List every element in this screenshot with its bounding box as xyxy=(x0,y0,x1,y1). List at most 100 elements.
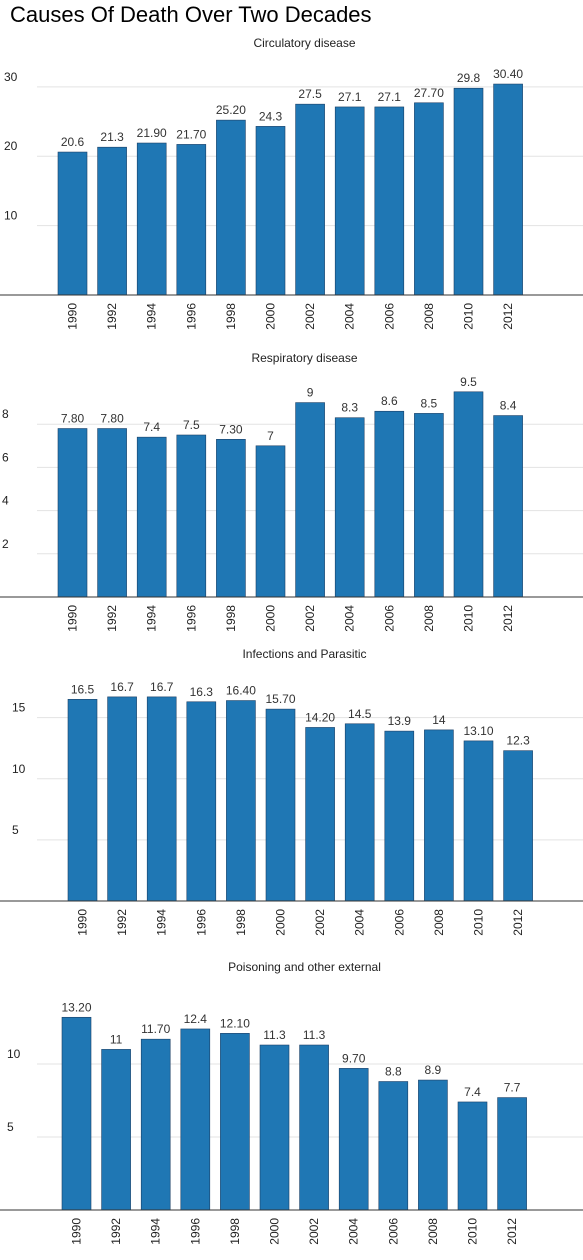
bar-poisoning-and-other-external-2010 xyxy=(457,1101,488,1211)
x-tick-label: 1994 xyxy=(145,605,159,632)
bar-infections-and-parasitic-2004 xyxy=(344,723,375,902)
bar-respiratory-disease-1994 xyxy=(136,436,167,598)
data-label: 30.40 xyxy=(493,67,523,81)
x-tick-label: 1990 xyxy=(66,605,80,632)
chart-respiratory-disease: Respiratory disease 2 4 6 8 7.80 1990 7.80 1992 7… xyxy=(0,351,583,632)
data-label: 7.5 xyxy=(183,418,200,432)
data-label: 27.1 xyxy=(378,90,402,104)
bar-poisoning-and-other-external-2004 xyxy=(338,1068,369,1211)
bar-circulatory-disease-2004 xyxy=(334,106,365,296)
x-tick-label: 1992 xyxy=(109,1218,123,1245)
data-label: 8.4 xyxy=(500,399,517,413)
bar-infections-and-parasitic-2010 xyxy=(463,740,494,902)
data-label: 24.3 xyxy=(259,109,283,123)
x-tick-label: 2000 xyxy=(264,303,278,330)
bar-poisoning-and-other-external-2012 xyxy=(497,1097,527,1211)
bar-circulatory-disease-1992 xyxy=(97,146,127,296)
bar-circulatory-disease-2008 xyxy=(414,102,444,296)
x-tick-label: 1990 xyxy=(70,1218,84,1245)
bar-poisoning-and-other-external-2008 xyxy=(418,1079,448,1211)
chart-infections-and-parasitic: Infections and Parasitic 5 10 15 16.5 1990 16.… xyxy=(0,647,583,936)
bar-respiratory-disease-2010 xyxy=(453,391,484,598)
x-tick-label: 2004 xyxy=(343,605,357,632)
data-label: 21.70 xyxy=(176,127,206,141)
x-tick-label: 2008 xyxy=(426,1218,440,1245)
chart-title: Respiratory disease xyxy=(251,351,357,365)
data-label: 8.3 xyxy=(341,401,358,415)
data-label: 16.5 xyxy=(71,682,95,696)
x-tick-label: 2000 xyxy=(264,605,278,632)
x-tick-label: 2006 xyxy=(386,1218,400,1245)
bar-infections-and-parasitic-1992 xyxy=(107,696,137,902)
page-title: Causes Of Death Over Two Decades xyxy=(10,2,372,27)
y-tick-label: 5 xyxy=(7,1120,14,1134)
y-tick-label: 5 xyxy=(12,823,19,837)
bar-respiratory-disease-1990 xyxy=(57,428,88,598)
x-tick-label: 2010 xyxy=(462,303,476,330)
data-label: 13.9 xyxy=(388,714,412,728)
bar-poisoning-and-other-external-1994 xyxy=(140,1038,171,1211)
y-tick-label: 10 xyxy=(7,1047,21,1061)
bar-respiratory-disease-2008 xyxy=(414,413,444,598)
data-label: 21.3 xyxy=(100,130,124,144)
data-label: 12.4 xyxy=(184,1012,208,1026)
x-tick-label: 1998 xyxy=(224,303,238,330)
x-tick-label: 2004 xyxy=(343,303,357,330)
bar-poisoning-and-other-external-1992 xyxy=(101,1049,131,1211)
data-label: 29.8 xyxy=(457,71,481,85)
x-tick-label: 1992 xyxy=(105,303,119,330)
x-tick-label: 1996 xyxy=(184,605,198,632)
data-label: 8.8 xyxy=(385,1065,402,1079)
y-tick-label: 10 xyxy=(12,762,26,776)
x-tick-label: 1994 xyxy=(149,1218,163,1245)
data-label: 8.6 xyxy=(381,394,398,408)
x-tick-label: 2012 xyxy=(505,1218,519,1245)
bar-infections-and-parasitic-2002 xyxy=(305,727,335,902)
data-label: 21.90 xyxy=(137,126,167,140)
data-label: 7 xyxy=(267,429,274,443)
bar-circulatory-disease-2002 xyxy=(295,103,325,296)
data-label: 16.7 xyxy=(110,680,134,694)
x-tick-label: 2002 xyxy=(307,1218,321,1245)
x-tick-label: 2012 xyxy=(511,909,525,936)
data-label: 27.1 xyxy=(338,90,362,104)
bar-infections-and-parasitic-2006 xyxy=(384,730,415,902)
x-tick-label: 1994 xyxy=(155,909,169,936)
bar-respiratory-disease-1998 xyxy=(216,439,246,598)
y-tick-label: 4 xyxy=(2,494,9,508)
x-tick-label: 2006 xyxy=(382,605,396,632)
x-tick-label: 2002 xyxy=(303,303,317,330)
y-tick-label: 30 xyxy=(4,70,18,84)
bar-circulatory-disease-2012 xyxy=(493,83,523,296)
y-tick-label: 15 xyxy=(12,701,26,715)
x-tick-label: 2008 xyxy=(432,909,446,936)
x-tick-label: 2012 xyxy=(501,303,515,330)
x-tick-label: 2000 xyxy=(268,1218,282,1245)
data-label: 7.80 xyxy=(100,412,124,426)
chart-poisoning-and-other-external: Poisoning and other external 5 10 13.20 1990… xyxy=(0,960,583,1245)
data-label: 9.5 xyxy=(460,375,477,389)
x-tick-label: 2004 xyxy=(353,909,367,936)
x-tick-label: 2002 xyxy=(303,605,317,632)
x-tick-label: 1990 xyxy=(76,909,90,936)
data-label: 13.10 xyxy=(463,724,493,738)
bar-respiratory-disease-2006 xyxy=(374,410,405,598)
bar-poisoning-and-other-external-1998 xyxy=(220,1033,250,1211)
x-tick-label: 2006 xyxy=(382,303,396,330)
bar-infections-and-parasitic-1994 xyxy=(146,696,177,902)
data-label: 11.3 xyxy=(303,1028,326,1042)
data-label: 14 xyxy=(432,713,446,727)
x-tick-label: 2004 xyxy=(347,1218,361,1245)
x-tick-label: 1996 xyxy=(194,909,208,936)
bar-circulatory-disease-2000 xyxy=(255,126,286,296)
bar-poisoning-and-other-external-1990 xyxy=(61,1016,92,1211)
x-tick-label: 1990 xyxy=(66,303,80,330)
bar-infections-and-parasitic-2000 xyxy=(265,708,296,902)
x-tick-label: 1992 xyxy=(115,909,129,936)
data-label: 7.4 xyxy=(464,1085,481,1099)
chart-circulatory-disease: Circulatory disease 10 20 30 20.6 1990 21.3 199… xyxy=(0,36,583,330)
data-label: 12.10 xyxy=(220,1016,250,1030)
data-label: 13.20 xyxy=(61,1000,91,1014)
bar-respiratory-disease-2004 xyxy=(334,417,365,598)
y-tick-label: 10 xyxy=(4,209,18,223)
